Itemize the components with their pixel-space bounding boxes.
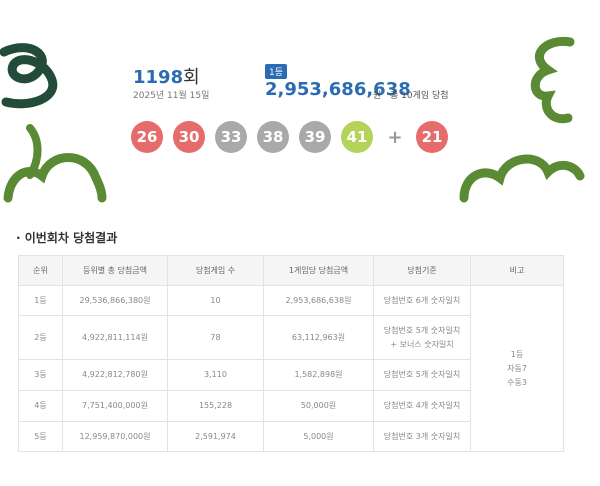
- cell-per-game: 1,582,898원: [263, 359, 374, 391]
- cell-winners: 10: [167, 285, 264, 316]
- decoration: [0, 36, 585, 203]
- ball: [341, 121, 373, 153]
- cell-winners: 2,591,974: [167, 421, 264, 452]
- cell-rank: 5등: [18, 421, 63, 452]
- draw-number: 1198회: [133, 63, 200, 89]
- header-row: 순위 등위별 총 당첨금액 당첨게임 수 1게임당 당첨금액 당첨기준 비고: [18, 255, 564, 286]
- cell-criteria: 당첨번호 5개 숫자일치: [373, 359, 471, 391]
- table-row: 4등 7,751,400,000원 155,228 50,000원 당첨번호 4개 숫자…: [18, 390, 564, 422]
- note-line: 1등: [510, 349, 524, 359]
- cell-winners: 3,110: [167, 359, 264, 391]
- draw-suffix: 회: [183, 67, 200, 88]
- cell-winners: 78: [167, 315, 264, 360]
- criteria-line: 당첨번호 4개 숫자일치: [383, 401, 461, 410]
- cell-total: 7,751,400,000원: [62, 390, 168, 422]
- section-title: · 이번회차 당첨결과: [16, 231, 118, 245]
- draw-number-value: 1198: [133, 67, 184, 88]
- cell-per-game: 63,112,963원: [263, 315, 374, 360]
- header-cell: 당첨게임 수: [167, 255, 264, 286]
- ball-number: 41: [347, 128, 368, 146]
- ball: [299, 121, 331, 153]
- ball: [257, 121, 289, 153]
- cell-per-game: 2,953,686,638원: [263, 285, 374, 316]
- ball: [416, 121, 448, 153]
- cell-rank: 3등: [18, 359, 63, 391]
- cell-total: 4,922,812,780원: [62, 359, 168, 391]
- prize-badge: 1등: [265, 64, 288, 79]
- ball: [173, 121, 205, 153]
- cell-rank: 2등: [18, 315, 63, 360]
- header-cell: 비고: [470, 255, 564, 286]
- cell-criteria: 당첨번호 6개 숫자일치: [373, 285, 471, 316]
- ball-number: 38: [263, 128, 284, 146]
- ball: [215, 121, 247, 153]
- criteria-line: + 보너스 숫자일치: [390, 339, 454, 349]
- prize-unit: 원: [373, 91, 382, 101]
- header-cell: 당첨기준: [373, 255, 471, 286]
- prize-amount: 2,953,686,638: [265, 79, 411, 100]
- cell-total: 29,536,866,380원: [62, 285, 168, 316]
- cell-rank: 4등: [18, 390, 63, 422]
- plus-sign: +: [387, 127, 402, 148]
- table-row: 1등 29,536,866,380원 10 2,953,686,638원 당첨번호 6개…: [18, 285, 564, 452]
- ball-number: 21: [422, 128, 443, 146]
- note-line: 수동3: [507, 377, 527, 387]
- cell-per-game: 50,000원: [263, 390, 374, 422]
- header-cell: 등위별 총 당첨금액: [62, 255, 168, 286]
- cell-winners: 155,228: [167, 390, 264, 422]
- table-body: 1등 29,536,866,380원 10 2,953,686,638원 당첨번호 6개…: [18, 285, 564, 452]
- section-title-text: 이번회차 당첨결과: [24, 231, 118, 245]
- ball-number: 39: [305, 128, 326, 146]
- criteria-line: 당첨번호 6개 숫자일치: [383, 295, 461, 305]
- draw-date: 2025년 11월 15일: [133, 91, 210, 101]
- prize-note: 총 10게임 당첨: [390, 91, 449, 101]
- ball: [131, 121, 163, 153]
- balls: 26 30 33 38 39 41 +21: [131, 121, 448, 153]
- cell-criteria: 당첨번호 3개 숫자일치: [373, 421, 471, 452]
- ball-number: 30: [179, 128, 200, 146]
- cell-criteria: 당첨번호 4개 숫자일치: [373, 390, 471, 422]
- header-cell: 순위: [18, 255, 63, 286]
- cell-total: 4,922,811,114원: [62, 315, 168, 360]
- table-row: 5등 12,959,870,000원 2,591,974 5,000원 당첨번호 3개 …: [18, 421, 564, 452]
- cell-rank: 1등: [18, 285, 63, 316]
- criteria-line: 당첨번호 5개 숫자일치: [383, 325, 461, 335]
- result-table: 순위 등위별 총 당첨금액 당첨게임 수 1게임당 당첨금액 당첨기준 비고 1등 29,5…: [18, 255, 564, 452]
- criteria-line: 당첨번호 5개 숫자일치: [383, 370, 461, 379]
- ball-number: 26: [137, 128, 158, 146]
- header-cell: 1게임당 당첨금액: [263, 255, 374, 286]
- cell-criteria: 당첨번호 5개 숫자일치 + 보너스 숫자일치: [373, 315, 471, 360]
- criteria-line: 당첨번호 3개 숫자일치: [383, 431, 461, 441]
- ball-number: 33: [221, 128, 242, 146]
- cell-per-game: 5,000원: [263, 421, 374, 452]
- cell-total: 12,959,870,000원: [62, 421, 168, 452]
- note-line: 자동7: [507, 363, 527, 373]
